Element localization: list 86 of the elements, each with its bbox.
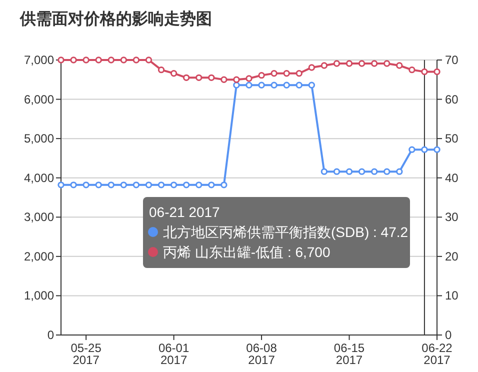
annotation: 丙烯 山东出罐-低值 : 6,700 [163,244,330,260]
point [158,66,165,74]
point [182,182,190,188]
x-tick-label: 06-08 2017 [246,341,278,367]
point [320,168,328,175]
y2-tick-label: 40 [445,170,459,185]
y-tick-label: 4,000 [24,170,54,185]
y-tick-label: 3,000 [24,210,54,224]
point [145,56,152,64]
y-tick-label: 2,000 [24,249,54,264]
point [170,70,178,77]
point [196,74,202,82]
y2-tick-label: 10 [445,288,459,303]
point [196,182,202,188]
point [108,56,114,64]
point [220,182,228,188]
point [208,74,215,82]
x-tick-label: 05-25 2017 [70,341,102,367]
point [246,82,252,88]
y-tick-label: 7,000 [24,53,54,67]
x-tick-label: 06-22 2017 [422,341,453,367]
point [145,182,152,188]
point [258,82,265,88]
annotation: 北方地区丙烯供需平衡指数(SDB) : 47.2 [163,224,408,240]
point [220,76,228,83]
point [95,182,102,188]
point [346,168,353,175]
point [208,182,215,188]
point [308,82,316,88]
annotation: 06-21 2017 [149,204,220,220]
point [408,146,416,153]
y-tick-label: 1,000 [24,288,54,303]
point [308,64,316,71]
y2-tick-label: 30 [445,210,459,224]
point [70,56,77,64]
point [270,70,278,77]
point [258,72,265,79]
point [158,182,165,188]
point [370,168,378,175]
point [132,182,140,188]
point [170,182,178,188]
point [296,70,302,77]
point [95,56,102,64]
point [384,168,390,175]
point [434,68,440,76]
y-tick-label: 6,000 [24,92,54,106]
point [358,60,366,67]
point [408,66,416,74]
y2-tick-label: 70 [445,53,459,67]
point [320,62,328,69]
point [70,182,77,188]
point [434,146,440,153]
point [182,74,190,82]
y2-tick-label: 60 [445,92,459,106]
point [246,75,252,82]
point [346,60,353,67]
point [283,82,290,88]
point [233,82,240,88]
y2-tick-label: 50 [445,132,459,146]
point [384,60,390,67]
point [396,168,403,175]
point [120,182,128,188]
point [333,60,340,67]
point [396,62,403,69]
point [233,76,240,83]
point [421,68,428,76]
point [82,56,90,64]
point [82,182,90,188]
y-tick-label: 0 [47,328,54,342]
point [296,82,302,88]
point [358,168,366,175]
y-tick-label: 5,000 [24,132,54,146]
y2-tick-label: 20 [445,249,459,264]
chart-title: 供需面对价格的影响走势图 [19,10,212,28]
point [132,56,140,64]
point [108,182,114,188]
point [421,146,428,153]
point [270,82,278,88]
y2-tick-label: 0 [445,328,452,342]
x-tick-label: 06-15 2017 [334,341,365,367]
x-tick-label: 06-01 2017 [158,341,190,367]
point [283,70,290,77]
point [370,60,378,67]
point [333,168,340,175]
point [58,182,64,188]
point [120,56,128,64]
